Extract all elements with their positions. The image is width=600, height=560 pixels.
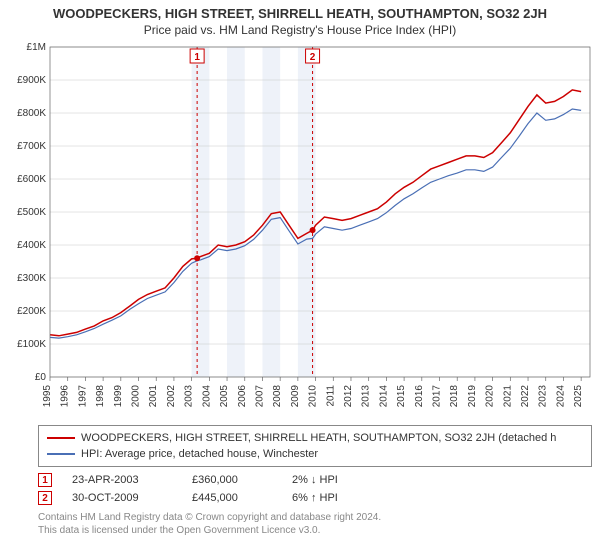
svg-text:2001: 2001 (148, 385, 159, 408)
svg-text:2: 2 (310, 52, 316, 63)
svg-text:2023: 2023 (538, 385, 549, 408)
legend-label: WOODPECKERS, HIGH STREET, SHIRRELL HEATH… (81, 432, 556, 444)
svg-text:2021: 2021 (502, 385, 513, 408)
svg-text:2012: 2012 (343, 385, 354, 408)
svg-text:1: 1 (194, 52, 200, 63)
svg-text:2022: 2022 (520, 385, 531, 408)
svg-text:2005: 2005 (219, 385, 230, 408)
svg-text:£100K: £100K (17, 339, 46, 350)
sale-date: 23-APR-2003 (72, 474, 172, 486)
svg-text:2004: 2004 (201, 385, 212, 408)
footer: Contains HM Land Registry data © Crown c… (38, 511, 592, 537)
price-chart: £0 £100K £200K £300K £400K £500K £600K £700K £80… (4, 41, 596, 421)
svg-text:2019: 2019 (467, 385, 478, 408)
legend: WOODPECKERS, HIGH STREET, SHIRRELL HEATH… (38, 425, 592, 467)
svg-text:2008: 2008 (272, 385, 283, 408)
page-subtitle: Price paid vs. HM Land Registry's House … (0, 21, 600, 41)
svg-text:2003: 2003 (184, 385, 195, 408)
svg-text:£800K: £800K (17, 108, 46, 119)
legend-swatch (47, 437, 75, 439)
legend-swatch (47, 453, 75, 455)
sale-diff: 2% ↓ HPI (292, 474, 372, 486)
page-title: WOODPECKERS, HIGH STREET, SHIRRELL HEATH… (0, 0, 600, 21)
sale-marker: 2 (38, 491, 52, 505)
svg-text:2013: 2013 (361, 385, 372, 408)
sale-diff: 6% ↑ HPI (292, 492, 372, 504)
svg-text:2016: 2016 (414, 385, 425, 408)
svg-text:2015: 2015 (396, 385, 407, 408)
svg-text:2018: 2018 (449, 385, 460, 408)
svg-text:2000: 2000 (131, 385, 142, 408)
sale-price: £445,000 (192, 492, 272, 504)
sale-date: 30-OCT-2009 (72, 492, 172, 504)
svg-text:2017: 2017 (432, 385, 443, 408)
svg-text:2011: 2011 (325, 385, 336, 407)
svg-text:1996: 1996 (60, 385, 71, 408)
svg-text:£400K: £400K (17, 240, 46, 251)
svg-text:£900K: £900K (17, 75, 46, 86)
svg-text:2009: 2009 (290, 385, 301, 408)
svg-text:2007: 2007 (254, 385, 265, 408)
svg-text:£300K: £300K (17, 273, 46, 284)
sale-marker: 1 (38, 473, 52, 487)
svg-text:£1M: £1M (27, 42, 46, 53)
legend-label: HPI: Average price, detached house, Winc… (81, 448, 318, 460)
svg-text:2014: 2014 (378, 385, 389, 408)
legend-row: HPI: Average price, detached house, Winc… (47, 446, 583, 462)
svg-text:2020: 2020 (485, 385, 496, 408)
sale-row: 1 23-APR-2003 £360,000 2% ↓ HPI (38, 471, 592, 489)
svg-text:1995: 1995 (42, 385, 53, 408)
svg-text:2002: 2002 (166, 385, 177, 408)
sales-table: 1 23-APR-2003 £360,000 2% ↓ HPI 2 30-OCT-2009… (38, 471, 592, 507)
svg-text:2006: 2006 (237, 385, 248, 408)
chart-svg: £0 £100K £200K £300K £400K £500K £600K £700K £80… (4, 41, 596, 421)
svg-text:1997: 1997 (77, 385, 88, 408)
sale-price: £360,000 (192, 474, 272, 486)
svg-text:£500K: £500K (17, 207, 46, 218)
svg-text:1999: 1999 (113, 385, 124, 408)
svg-text:£700K: £700K (17, 141, 46, 152)
svg-text:2024: 2024 (555, 385, 566, 408)
svg-text:2010: 2010 (308, 385, 319, 408)
svg-text:£0: £0 (35, 372, 47, 383)
svg-text:£200K: £200K (17, 306, 46, 317)
sale-row: 2 30-OCT-2009 £445,000 6% ↑ HPI (38, 489, 592, 507)
svg-text:1998: 1998 (95, 385, 106, 408)
svg-text:2025: 2025 (573, 385, 584, 408)
footer-line1: Contains HM Land Registry data © Crown c… (38, 511, 592, 524)
footer-line2: This data is licensed under the Open Gov… (38, 524, 592, 537)
svg-text:£600K: £600K (17, 174, 46, 185)
legend-row: WOODPECKERS, HIGH STREET, SHIRRELL HEATH… (47, 430, 583, 446)
